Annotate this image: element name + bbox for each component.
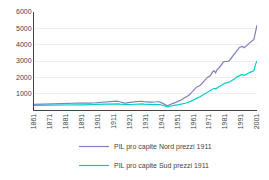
svg-text:1931: 1931: [142, 114, 149, 130]
svg-text:3000: 3000: [16, 57, 32, 64]
svg-text:1941: 1941: [158, 114, 165, 130]
svg-text:1871: 1871: [46, 114, 53, 130]
svg-text:2000: 2000: [16, 74, 32, 81]
svg-text:1951: 1951: [174, 114, 181, 130]
svg-text:1981: 1981: [221, 114, 228, 130]
svg-text:1881: 1881: [62, 114, 69, 130]
svg-text:1921: 1921: [126, 114, 133, 130]
svg-text:2001: 2001: [253, 114, 260, 130]
svg-text:1861: 1861: [30, 114, 37, 130]
svg-text:1891: 1891: [78, 114, 85, 130]
svg-text:1991: 1991: [237, 114, 244, 130]
svg-text:5000: 5000: [16, 25, 32, 32]
svg-text:1961: 1961: [190, 114, 197, 130]
svg-text:1971: 1971: [205, 114, 212, 130]
svg-text:4000: 4000: [16, 41, 32, 48]
svg-text:1000: 1000: [16, 90, 32, 97]
svg-text:PIL pro capite Nord prezzi 191: PIL pro capite Nord prezzi 1911: [114, 143, 212, 151]
svg-text:1911: 1911: [110, 114, 117, 129]
svg-text:PIL pro capite Sud prezzi 1911: PIL pro capite Sud prezzi 1911: [114, 162, 209, 170]
svg-text:6000: 6000: [16, 8, 32, 15]
svg-text:1901: 1901: [94, 114, 101, 130]
